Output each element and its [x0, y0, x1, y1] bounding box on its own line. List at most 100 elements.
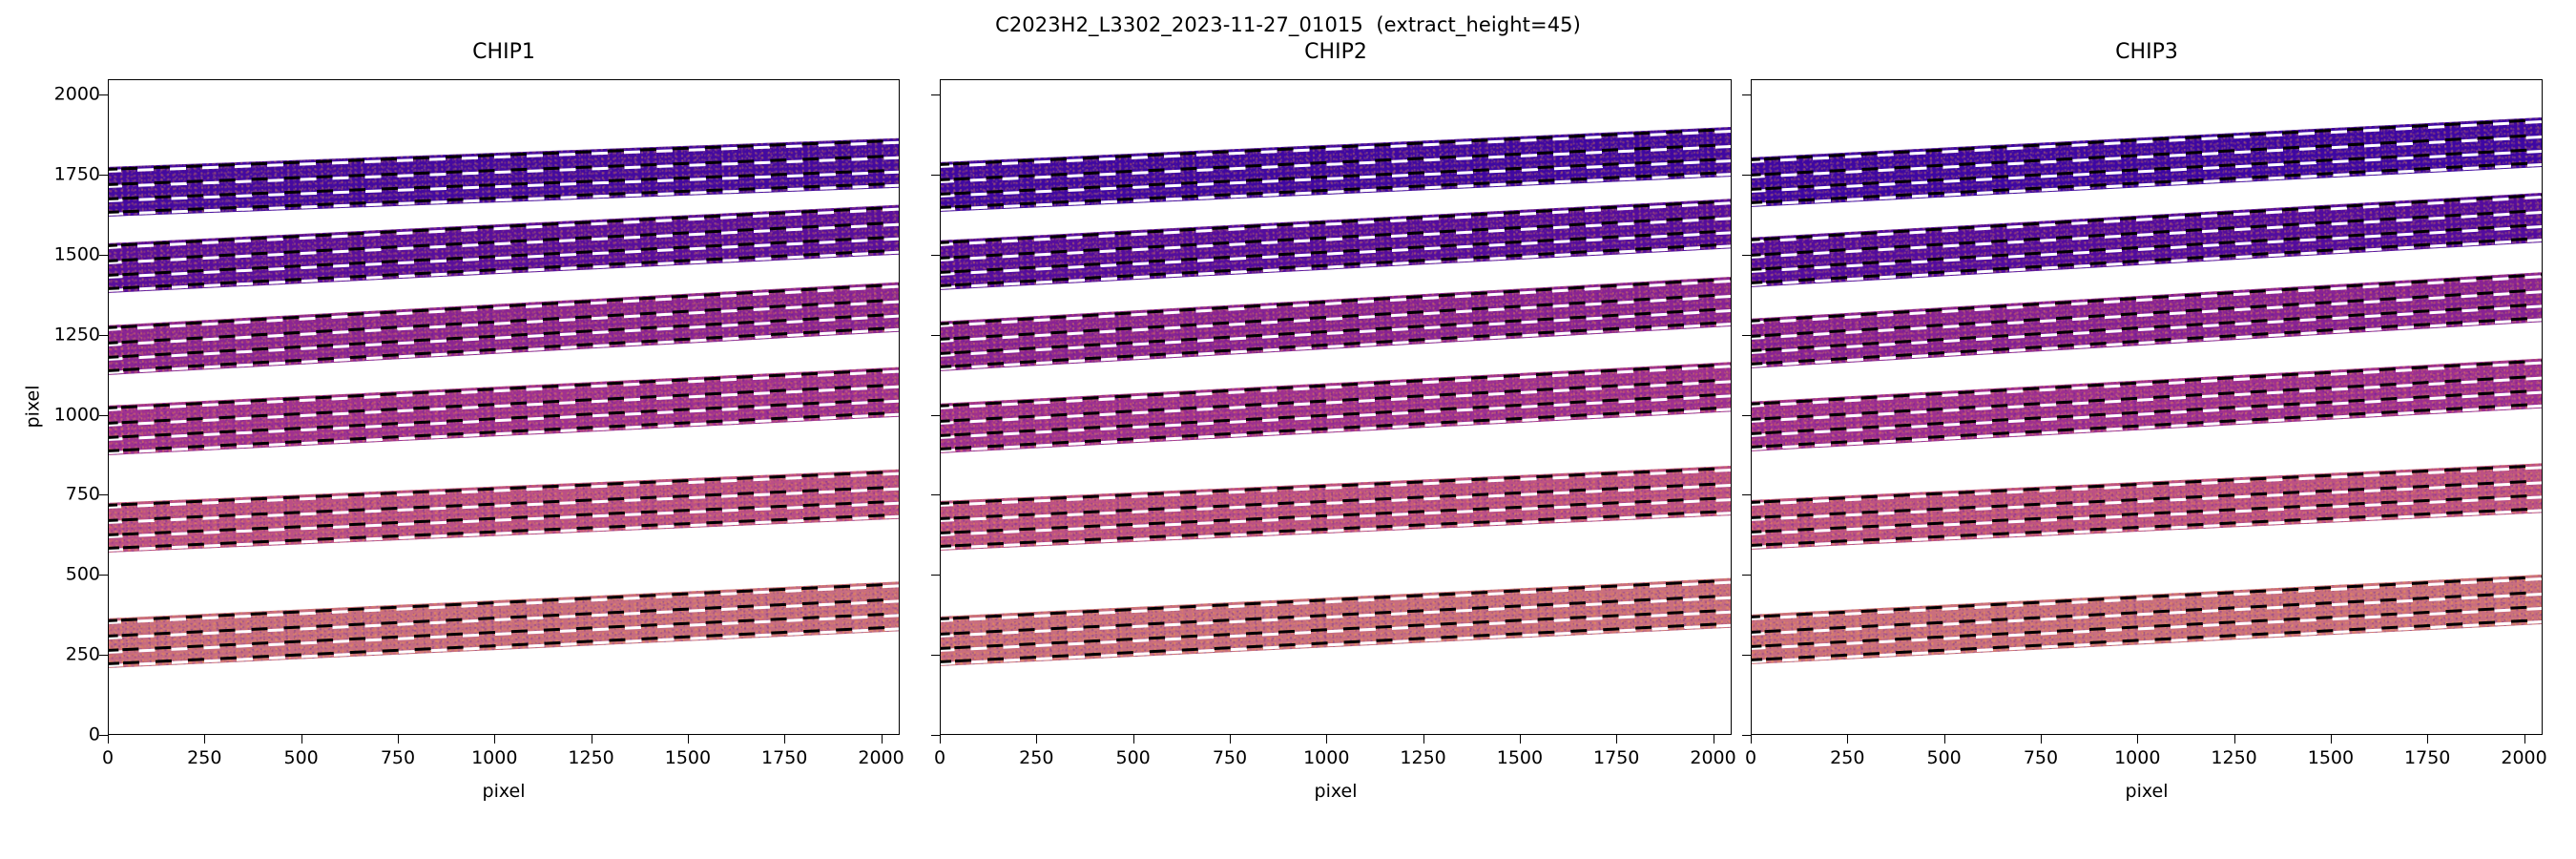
y-tick-mark — [99, 174, 108, 176]
x-tick-label: 0 — [101, 747, 114, 768]
x-tick-label: 1250 — [568, 747, 614, 768]
y-axis-label: pixel — [22, 385, 44, 428]
x-tick-mark — [2524, 735, 2525, 744]
y-tick-mark — [1742, 334, 1751, 336]
x-axis-label: pixel — [482, 781, 526, 802]
y-tick-mark — [931, 575, 940, 576]
x-tick-mark — [108, 735, 109, 744]
y-tick-mark — [931, 254, 940, 256]
y-tick-mark — [1742, 735, 1751, 736]
x-tick-mark — [1616, 735, 1618, 744]
x-tick-label: 250 — [1830, 747, 1865, 768]
y-tick-mark — [99, 655, 108, 657]
detector-noise-texture — [941, 577, 1731, 666]
y-tick-mark — [931, 414, 940, 416]
x-tick-label: 1500 — [1496, 747, 1544, 768]
x-tick-label: 500 — [283, 747, 319, 768]
trace-dash-black — [109, 154, 899, 186]
detector-noise-texture — [109, 282, 899, 375]
x-tick-label: 250 — [187, 747, 222, 768]
spectral-order-band — [109, 466, 899, 556]
order-image-strip — [109, 367, 899, 455]
y-tick-mark — [99, 494, 108, 496]
x-tick-mark — [2040, 735, 2042, 744]
order-image-strip — [941, 362, 1731, 453]
y-tick-label: 2000 — [53, 83, 100, 105]
y-tick-mark — [931, 174, 940, 176]
y-tick-mark — [931, 494, 940, 496]
detector-noise-texture — [1752, 462, 2542, 550]
x-tick-mark — [2427, 735, 2429, 744]
x-tick-mark — [1132, 735, 1134, 744]
y-tick-label: 500 — [65, 563, 100, 585]
y-tick-mark — [1742, 254, 1751, 256]
x-tick-mark — [1036, 735, 1038, 744]
y-tick-mark — [931, 94, 940, 96]
x-tick-label: 1500 — [2307, 747, 2355, 768]
x-tick-label: 250 — [1019, 747, 1054, 768]
x-tick-mark — [940, 735, 941, 744]
y-tick-label: 1000 — [53, 404, 100, 426]
x-tick-label: 500 — [1115, 747, 1151, 768]
detector-noise-texture — [1752, 272, 2542, 368]
panel-title-chip3: CHIP3 — [2115, 40, 2178, 64]
order-image-strip — [109, 580, 899, 668]
x-tick-mark — [2137, 735, 2139, 744]
x-tick-mark — [1519, 735, 1521, 744]
y-tick-label: 1500 — [53, 243, 100, 265]
y-tick-label: 1250 — [53, 324, 100, 346]
x-tick-mark — [301, 735, 302, 744]
x-tick-label: 1750 — [1593, 747, 1640, 768]
panel-chip2: CHIP2 0 250 500 750 1000 1250 1500 1750 2000 pixel — [931, 40, 1736, 802]
detector-noise-texture — [1752, 358, 2542, 452]
spectral-order-band — [1752, 571, 2542, 668]
x-tick-mark — [2233, 735, 2235, 744]
y-tick-mark — [1742, 414, 1751, 416]
detector-noise-texture — [109, 367, 899, 455]
spectral-order-band — [941, 575, 1731, 670]
y-tick-mark — [99, 254, 108, 256]
x-tick-mark — [494, 735, 496, 744]
order-image-strip — [1752, 272, 2542, 368]
y-tick-mark — [931, 735, 940, 736]
y-tick-mark — [99, 414, 108, 416]
y-tick-mark — [99, 334, 108, 336]
panel-chip1: CHIP1 0 250 500 750 1000 1250 1500 1750 2000 0 250 5… — [22, 40, 904, 802]
detector-noise-texture — [1752, 575, 2542, 665]
panel-title-chip2: CHIP2 — [1304, 40, 1367, 64]
x-tick-label: 1750 — [761, 747, 808, 768]
x-tick-label: 2000 — [1690, 747, 1736, 768]
y-tick-mark — [99, 94, 108, 96]
detector-noise-texture — [941, 362, 1731, 453]
order-image-strip — [109, 469, 899, 553]
panel-chip3: CHIP3 0 250 500 750 1000 1250 1500 1750 2000 pixel — [1742, 40, 2547, 802]
spectral-order-band — [109, 577, 899, 672]
x-axis-label: pixel — [1314, 781, 1358, 802]
x-tick-label: 2000 — [2501, 747, 2547, 768]
x-axis-label: pixel — [2125, 781, 2169, 802]
x-tick-label: 0 — [1744, 747, 1757, 768]
x-tick-mark — [1326, 735, 1328, 744]
x-tick-label: 1250 — [1400, 747, 1446, 768]
x-tick-mark — [687, 735, 689, 744]
trace-dash-black — [109, 470, 899, 507]
x-tick-label: 1750 — [2404, 747, 2451, 768]
x-tick-label: 750 — [380, 747, 416, 768]
y-tick-mark — [1742, 94, 1751, 96]
order-image-strip — [941, 466, 1731, 552]
x-tick-label: 750 — [2023, 747, 2059, 768]
order-image-strip — [1752, 358, 2542, 452]
axes-chip3 — [1751, 79, 2543, 735]
y-tick-label: 0 — [88, 723, 100, 745]
x-tick-mark — [1751, 735, 1752, 744]
trace-dash-black — [109, 137, 899, 171]
figure-suptitle: C2023H2_L3302_2023-11-27_01015 (extract_… — [995, 13, 1581, 36]
spectral-order-band — [109, 363, 899, 458]
y-tick-mark — [99, 735, 108, 736]
x-tick-mark — [1847, 735, 1849, 744]
y-tick-mark — [1742, 575, 1751, 576]
y-tick-mark — [931, 334, 940, 336]
x-tick-mark — [1943, 735, 1945, 744]
axes-chip1 — [108, 79, 900, 735]
